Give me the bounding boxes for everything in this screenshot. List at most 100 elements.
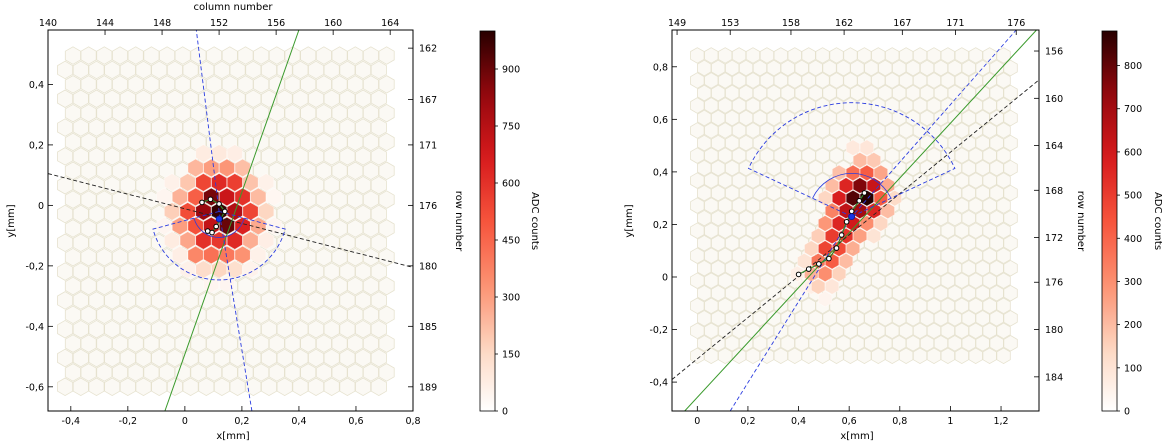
hex-pixel	[759, 272, 775, 289]
hex-pixel	[370, 377, 387, 397]
hex-pixel	[912, 322, 928, 340]
hex-pixel	[815, 97, 830, 114]
hex-pixel	[221, 334, 238, 353]
hex-pixel	[355, 233, 372, 253]
hex-pixel	[718, 47, 733, 64]
hex-pixel	[284, 334, 301, 353]
hex-pixel	[912, 222, 928, 239]
hex-pixel	[331, 276, 348, 296]
hex-pixel	[57, 348, 74, 368]
hex-pixel	[711, 234, 726, 252]
hex-pixel	[773, 47, 788, 64]
hit-cell	[187, 245, 204, 265]
hex-pixel	[892, 134, 907, 152]
hex-pixel	[690, 47, 705, 64]
hex-pixel	[738, 284, 754, 302]
hex-pixel	[725, 284, 740, 302]
hex-pixel	[104, 89, 121, 108]
hex-pixel	[773, 247, 788, 264]
right-tick-label: 156	[1045, 47, 1063, 58]
hex-pixel	[323, 319, 340, 339]
hex-pixel	[919, 184, 935, 202]
hex-pixel	[766, 159, 781, 177]
hex-pixel	[229, 319, 246, 339]
hit-cell	[234, 245, 251, 265]
hex-pixel	[697, 284, 712, 302]
hex-pixel	[940, 222, 955, 239]
hex-pixel	[206, 46, 223, 65]
x-tick-label: 0,8	[405, 416, 420, 427]
hex-pixel	[850, 284, 865, 302]
hex-pixel	[339, 60, 356, 80]
hex-pixel	[80, 363, 97, 382]
hex-pixel	[954, 122, 969, 139]
hex-pixel	[885, 272, 900, 289]
hex-pixel	[378, 334, 395, 353]
hex-pixel	[221, 363, 238, 382]
hex-pixel	[968, 297, 983, 315]
hex-pixel	[794, 84, 809, 102]
hex-pixel	[968, 47, 983, 64]
hex-pixel	[57, 89, 74, 108]
hex-pixel	[64, 334, 81, 353]
hex-pixel	[119, 291, 136, 310]
hex-pixel	[773, 122, 788, 139]
hex-pixel	[127, 132, 144, 152]
hex-pixel	[745, 347, 761, 365]
hex-pixel	[738, 335, 754, 352]
hex-pixel	[975, 159, 990, 177]
hex-pixel	[1003, 59, 1018, 77]
top-tick-label: 153	[721, 18, 739, 29]
hex-pixel	[968, 172, 983, 189]
right-axis-label: row number	[1075, 191, 1086, 252]
hex-pixel	[72, 233, 89, 253]
hex-pixel	[857, 72, 872, 89]
hit-cell	[852, 227, 868, 245]
hex-pixel	[245, 319, 262, 339]
hex-pixel	[704, 347, 719, 365]
hex-pixel	[759, 222, 775, 239]
hex-pixel	[919, 259, 935, 277]
colorbar-tick-label: 200	[1124, 320, 1142, 331]
x-tick-label: 0,6	[842, 416, 857, 427]
hex-pixel	[119, 118, 136, 137]
y-axis-label: y[mm]	[6, 204, 17, 237]
hex-pixel	[850, 59, 865, 77]
hex-pixel	[307, 147, 325, 166]
hex-pixel	[857, 47, 872, 64]
hex-pixel	[64, 247, 81, 267]
hex-pixel	[370, 147, 387, 166]
hex-pixel	[996, 222, 1011, 239]
hex-pixel	[315, 132, 332, 152]
hex-pixel	[919, 109, 935, 127]
hit-cell	[234, 216, 251, 236]
hex-pixel	[315, 363, 332, 382]
hex-pixel	[190, 75, 207, 94]
hit-cell	[164, 202, 180, 221]
hex-pixel	[878, 284, 893, 302]
hex-pixel	[119, 262, 136, 281]
hex-pixel	[773, 222, 788, 239]
hex-pixel	[276, 291, 293, 310]
hex-pixel	[697, 159, 712, 177]
hex-pixel	[989, 234, 1004, 252]
hex-pixel	[947, 209, 962, 227]
hex-pixel	[752, 284, 768, 302]
hex-pixel	[143, 276, 160, 296]
hex-pixel	[731, 247, 747, 264]
track-point	[861, 190, 868, 196]
hex-pixel	[347, 75, 364, 94]
hex-pixel	[347, 247, 364, 267]
hit-cell	[824, 278, 840, 295]
y-tick-label: -0,2	[649, 325, 668, 336]
hex-pixel	[292, 377, 309, 397]
hex-pixel	[72, 204, 89, 224]
hex-pixel	[268, 161, 285, 181]
black-dashed-line	[672, 79, 1039, 380]
colorbar-tick-label: 700	[1124, 104, 1142, 115]
hex-pixel	[690, 297, 705, 315]
hit-cells	[156, 144, 282, 294]
x-axis-label: x[mm]	[216, 431, 249, 442]
hex-pixel	[718, 247, 733, 264]
hex-pixel	[725, 335, 740, 352]
